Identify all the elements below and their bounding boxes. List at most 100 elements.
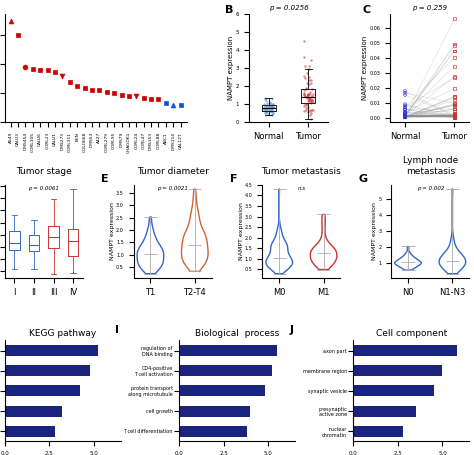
Point: [177, 101, 184, 109]
Point: [451, 102, 458, 109]
Point: [309, 90, 316, 97]
Point: [303, 101, 310, 108]
Point: [304, 108, 311, 115]
Point: [307, 93, 315, 101]
Point: [401, 112, 409, 120]
Bar: [353, 345, 457, 356]
Point: [263, 107, 271, 114]
Point: [301, 102, 308, 110]
Point: [401, 112, 409, 119]
Point: [401, 89, 409, 96]
Point: [451, 100, 458, 107]
Point: [451, 111, 458, 119]
Point: [7, 17, 14, 25]
Text: p = 0.0061: p = 0.0061: [28, 186, 59, 191]
Point: [305, 90, 312, 97]
Point: [304, 91, 311, 98]
Point: [262, 105, 269, 112]
Point: [451, 113, 458, 121]
Point: [265, 104, 273, 111]
Point: [169, 101, 177, 109]
Point: [401, 113, 409, 121]
Title: Cell component: Cell component: [375, 329, 447, 339]
Point: [451, 113, 458, 120]
Point: [263, 97, 270, 105]
Point: [451, 111, 458, 119]
Point: [155, 96, 162, 103]
Point: [401, 91, 409, 99]
Point: [261, 105, 269, 112]
Point: [269, 109, 277, 116]
Point: [303, 79, 311, 86]
Point: [265, 102, 273, 110]
Point: [401, 113, 409, 121]
Point: [302, 101, 310, 108]
Point: [103, 88, 110, 96]
Point: [451, 112, 458, 119]
Point: [306, 111, 314, 119]
Point: [261, 109, 268, 116]
Point: [401, 112, 409, 120]
Point: [260, 103, 268, 111]
Point: [305, 74, 313, 81]
Text: G: G: [358, 174, 367, 184]
Point: [302, 104, 310, 111]
Point: [451, 112, 458, 120]
Point: [269, 109, 277, 116]
Point: [305, 76, 313, 84]
Point: [263, 105, 270, 112]
Point: [451, 113, 458, 120]
Y-axis label: NAMPT expression: NAMPT expression: [228, 36, 234, 100]
Point: [451, 106, 458, 113]
Point: [266, 99, 274, 106]
Bar: [179, 345, 277, 356]
Point: [451, 73, 458, 80]
Point: [266, 107, 273, 115]
Point: [451, 15, 458, 22]
Text: C: C: [363, 5, 371, 15]
Point: [451, 112, 458, 120]
Point: [401, 114, 409, 121]
Point: [267, 101, 274, 109]
Point: [451, 101, 458, 109]
Point: [266, 107, 273, 114]
Point: [307, 108, 314, 115]
Point: [73, 82, 81, 90]
Point: [451, 112, 458, 120]
Point: [264, 101, 271, 108]
Point: [266, 107, 274, 115]
Point: [401, 112, 409, 119]
Point: [304, 91, 312, 98]
Point: [66, 78, 73, 86]
Point: [118, 91, 125, 98]
Point: [401, 112, 409, 119]
Point: [266, 99, 274, 106]
Point: [451, 85, 458, 92]
Point: [451, 112, 458, 120]
Point: [401, 114, 409, 121]
Point: [401, 101, 409, 108]
Point: [300, 53, 308, 61]
Point: [451, 113, 458, 121]
Point: [451, 114, 458, 121]
Text: p = 0.259: p = 0.259: [412, 5, 447, 11]
Bar: [5, 426, 55, 437]
Point: [305, 94, 312, 101]
Title: Tumor stage: Tumor stage: [16, 167, 72, 176]
Point: [262, 108, 270, 116]
Point: [451, 112, 458, 119]
Point: [269, 111, 276, 118]
Point: [300, 38, 308, 45]
Point: [307, 100, 315, 107]
Point: [304, 98, 312, 105]
Point: [451, 113, 458, 121]
Point: [261, 103, 269, 110]
Title: Biological  process: Biological process: [195, 329, 279, 339]
Point: [401, 104, 409, 111]
Point: [451, 114, 458, 121]
Point: [264, 105, 272, 112]
Title: Lymph node
metastasis: Lymph node metastasis: [402, 157, 458, 176]
Point: [29, 65, 36, 72]
Point: [401, 109, 409, 116]
Point: [401, 112, 409, 119]
